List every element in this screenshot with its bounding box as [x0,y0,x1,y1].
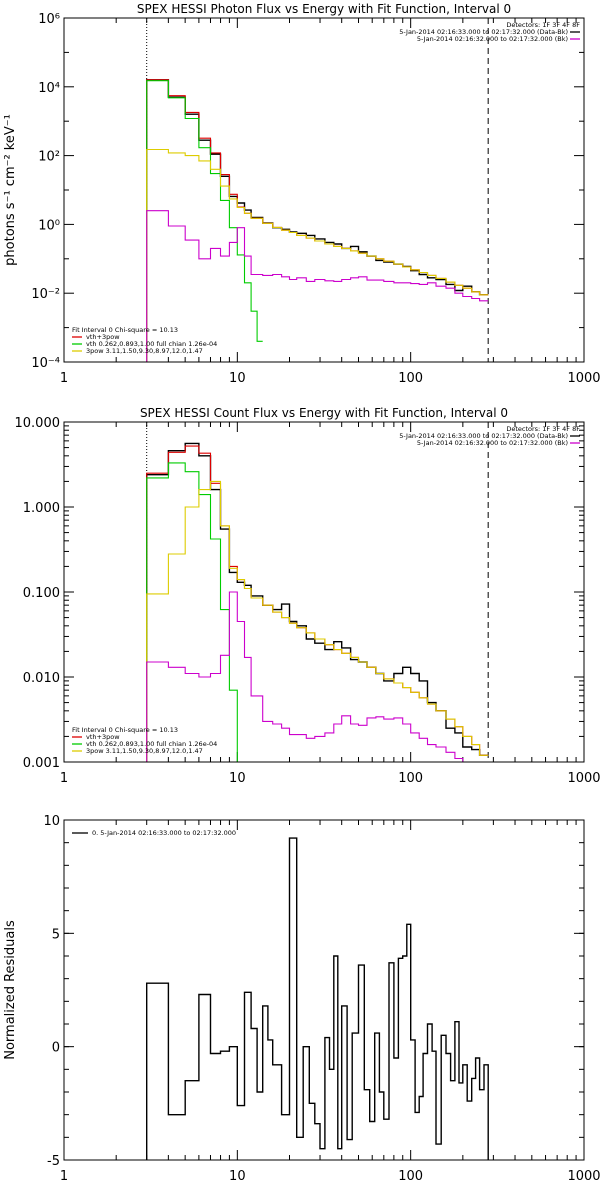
y-tick-label: 10⁶ [38,12,60,27]
legend-entry: 3pow 3.11,1.50,9.30,8.97,12.0,1.47 [86,747,203,755]
legend-entry: vth 0.262,0.893,1.00 full chian 1.26e-04 [86,340,217,348]
series-data-bk [146,79,489,362]
legend-entry: vth+3pow [86,733,120,741]
series-vth [146,462,245,762]
x-tick-label: 10 [229,371,246,386]
x-tick-label: 1000 [567,371,600,386]
legend-header: Fit Interval 0 Chi-square = 10.13 [72,726,178,734]
legend-header: Detectors: 1F 3F 4F 8F [506,425,580,433]
x-tick-label: 10 [229,771,246,786]
legend-header: Fit Interval 0 Chi-square = 10.13 [72,326,178,334]
x-tick-label: 100 [398,771,423,786]
y-tick-label: 0.010 [23,671,60,686]
chart-panel-0: SPEX HESSI Photon Flux vs Energy with Fi… [3,2,600,386]
plot-frame [63,17,585,363]
y-tick-label: -5 [47,1154,60,1169]
y-axis-label: photons s⁻¹ cm⁻² keV⁻¹ [3,114,18,266]
legend-entry: vth+3pow [86,333,120,341]
y-tick-label: 10⁻² [31,287,60,302]
x-tick-label: 1 [60,371,68,386]
y-tick-label: 10⁰ [38,218,60,233]
x-tick-label: 100 [398,371,423,386]
series-0-5-jan-2014-02-16-33-000-to-02-17-32-000 [146,837,489,1160]
x-tick-label: 1 [60,1169,68,1184]
x-tick-label: 10 [229,1169,246,1184]
legend-entry: vth 0.262,0.893,1.00 full chian 1.26e-04 [86,740,217,748]
series-group [146,837,489,1160]
series-data-bk [146,442,489,762]
legend-entry: 0. 5-Jan-2014 02:16:33.000 to 02:17:32.0… [92,829,236,837]
y-tick-label: 0 [52,1041,60,1056]
y-tick-label: 10⁴ [38,81,60,96]
y-tick-label: 1.000 [23,501,60,516]
x-tick-label: 1 [60,771,68,786]
chart-panel-2: Normalized Residuals 1 10 100 1000 -5 0 5 10 0. 5… [3,814,600,1184]
chart-title: SPEX HESSI Count Flux vs Energy with Fit… [140,406,508,420]
series-vth-3pow [146,79,489,362]
plot-frame [63,819,585,1161]
plot-frame [63,421,585,763]
x-tick-label: 1000 [567,771,600,786]
x-tick-label: 100 [398,1169,423,1184]
y-tick-label: 10.000 [15,416,61,431]
legend-entry: 5-Jan-2014 02:16:32.000 to 02:17:32.000 … [417,439,568,447]
y-tick-label: 10² [38,150,60,165]
series-group [146,442,489,762]
legend-entry: 5-Jan-2014 02:16:33.000 to 02:17:32.000 … [399,432,568,440]
chart-title: SPEX HESSI Photon Flux vs Energy with Fi… [137,2,511,16]
y-tick-label: 0.001 [23,756,60,771]
series-group [146,79,489,362]
legend-entry: 5-Jan-2014 02:16:33.000 to 02:17:32.000 … [399,28,568,36]
series-vth-3pow [146,445,489,762]
x-tick-label: 1000 [567,1169,600,1184]
series-bk [146,591,489,762]
legend-header: Detectors: 1F 3F 4F 8F [506,21,580,29]
series-bk [146,210,489,362]
legend-entry: 5-Jan-2014 02:16:32.000 to 02:17:32.000 … [417,35,568,43]
series-3pow [146,148,489,362]
series-3pow [146,480,489,762]
legend-entry: 3pow 3.11,1.50,9.30,8.97,12.0,1.47 [86,347,203,355]
y-tick-label: 10⁻⁴ [31,356,60,371]
series-vth [146,80,263,362]
y-tick-label: 0.100 [23,586,60,601]
y-axis-label: Normalized Residuals [3,920,18,1060]
y-tick-label: 5 [52,927,60,942]
y-tick-label: 10 [43,814,60,829]
chart-panel-1: SPEX HESSI Count Flux vs Energy with Fit… [15,406,600,786]
